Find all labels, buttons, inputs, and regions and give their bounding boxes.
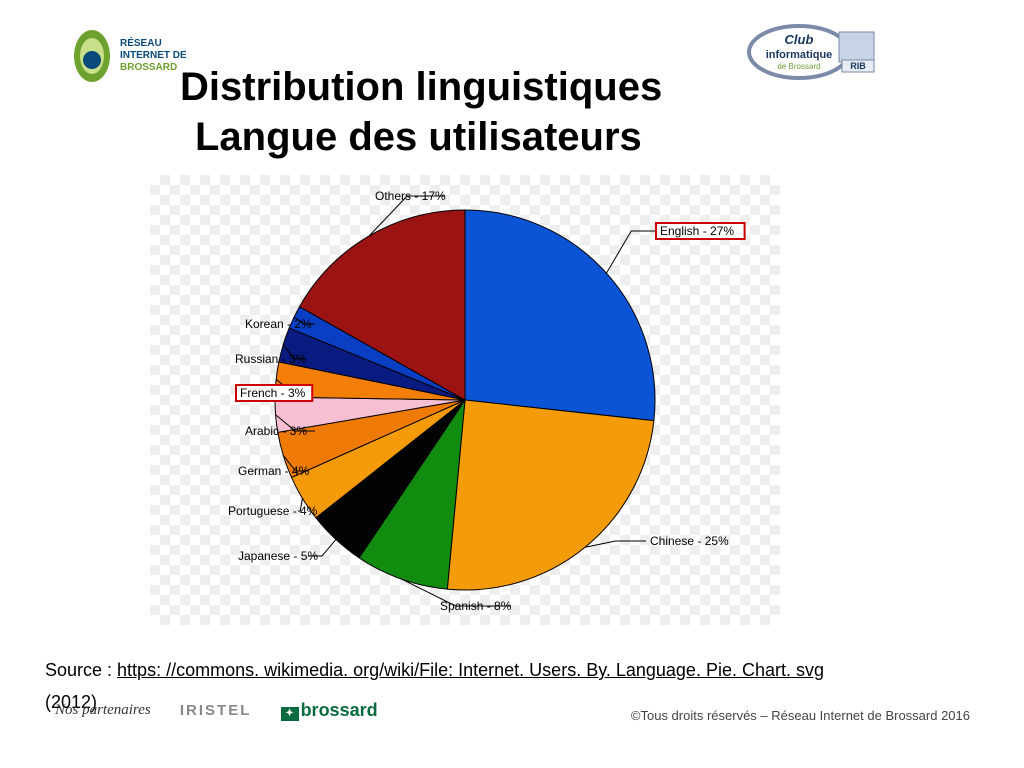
source-prefix: Source : (45, 660, 117, 680)
svg-text:BROSSARD: BROSSARD (120, 62, 177, 73)
title-line-2: Langue des utilisateurs (195, 115, 642, 160)
slice-label: Spanish - 8% (440, 599, 512, 613)
leader-line (585, 541, 646, 547)
slice-label: Russian - 3% (235, 352, 307, 366)
pie-slice (447, 400, 654, 590)
svg-text:informatique: informatique (766, 49, 833, 61)
slice-label: German - 4% (238, 464, 310, 478)
pie-chart: English - 27% Chinese - 25% Spanish - 8% Ja… (150, 175, 780, 625)
slice-label: French - 3% (240, 386, 306, 400)
svg-text:RIB: RIB (850, 61, 866, 71)
source-line: Source : https: //commons. wikimedia. or… (45, 660, 824, 681)
svg-text:RÉSEAU: RÉSEAU (120, 36, 162, 49)
footer: Nos partenaires IRISTEL ✦brossard ©Tous … (55, 700, 970, 735)
slice-label: English - 27% (660, 224, 734, 238)
source-link[interactable]: https: //commons. wikimedia. org/wiki/Fi… (117, 660, 824, 680)
pie-slice (465, 210, 655, 421)
title-line-1: Distribution linguistiques (180, 65, 662, 110)
slice-label: Japanese - 5% (238, 549, 318, 563)
slice-label: Chinese - 25% (650, 534, 729, 548)
footer-copyright: ©Tous droits réservés – Réseau Internet … (631, 708, 970, 723)
slice-label: Others - 17% (375, 189, 446, 203)
pie-svg: English - 27% Chinese - 25% Spanish - 8% Ja… (150, 175, 780, 625)
slice-label: Portuguese - 4% (228, 504, 318, 518)
slice-label: Korean - 2% (245, 317, 312, 331)
svg-text:de Brossard: de Brossard (777, 62, 820, 71)
footer-partner-2: ✦brossard (281, 700, 378, 721)
footer-partners-label: Nos partenaires (55, 702, 151, 719)
footer-partner-1: IRISTEL (180, 702, 252, 719)
svg-text:Club: Club (785, 32, 814, 47)
slice-label: Arabic - 3% (245, 424, 307, 438)
leader-line (606, 231, 656, 273)
svg-text:INTERNET DE: INTERNET DE (120, 50, 187, 61)
logo-right: Club informatique de Brossard RIB (744, 22, 879, 87)
